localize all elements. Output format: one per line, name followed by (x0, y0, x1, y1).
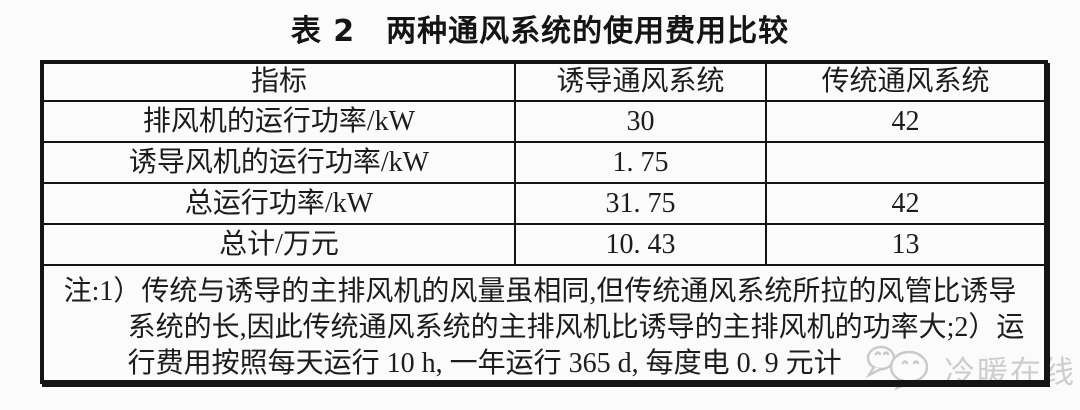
column-header-indicator: 指标 (44, 64, 516, 102)
value-induced-total-cost: 10. 43 (516, 225, 767, 266)
value-traditional-total-power: 42 (767, 184, 1044, 225)
value-induced-induction-fan-power: 1. 75 (516, 143, 767, 184)
row-label-total-power: 总运行功率/kW (44, 184, 516, 225)
column-header-traditional-system: 传统通风系统 (767, 64, 1044, 102)
value-traditional-exhaust-fan-power: 42 (767, 102, 1044, 143)
value-induced-total-power: 31. 75 (516, 184, 767, 225)
row-label-total-cost: 总计/万元 (44, 225, 516, 266)
footnote-line-1: 注:1）传统与诱导的主排风机的风量虽相同,但传统通风系统所拉的风管比诱导 (63, 276, 1017, 307)
column-header-induced-system: 诱导通风系统 (516, 64, 767, 102)
table-footnote: 注:1）传统与诱导的主排风机的风量虽相同,但传统通风系统所拉的风管比诱导 系统的… (44, 266, 1044, 382)
row-label-exhaust-fan-power: 排风机的运行功率/kW (44, 102, 516, 143)
value-traditional-total-cost: 13 (767, 225, 1044, 266)
value-induced-exhaust-fan-power: 30 (516, 102, 767, 143)
watermark-label: 冷暖在线 (944, 355, 1076, 391)
value-traditional-induction-fan-power (767, 143, 1044, 184)
footnote-line-2: 系统的长,因此传统通风系统的主排风机比诱导的主排风机的功率大;2）运 (127, 312, 1025, 343)
row-label-induction-fan-power: 诱导风机的运行功率/kW (44, 143, 516, 184)
cost-comparison-table: 指标 诱导通风系统 传统通风系统 排风机的运行功率/kW 30 42 诱导风机的… (40, 60, 1048, 384)
table-caption: 表 2 两种通风系统的使用费用比较 (290, 14, 790, 49)
footnote-line-3: 行费用按照每天运行 10 h, 一年运行 365 d, 每度电 0. 9 元计 (127, 348, 842, 379)
